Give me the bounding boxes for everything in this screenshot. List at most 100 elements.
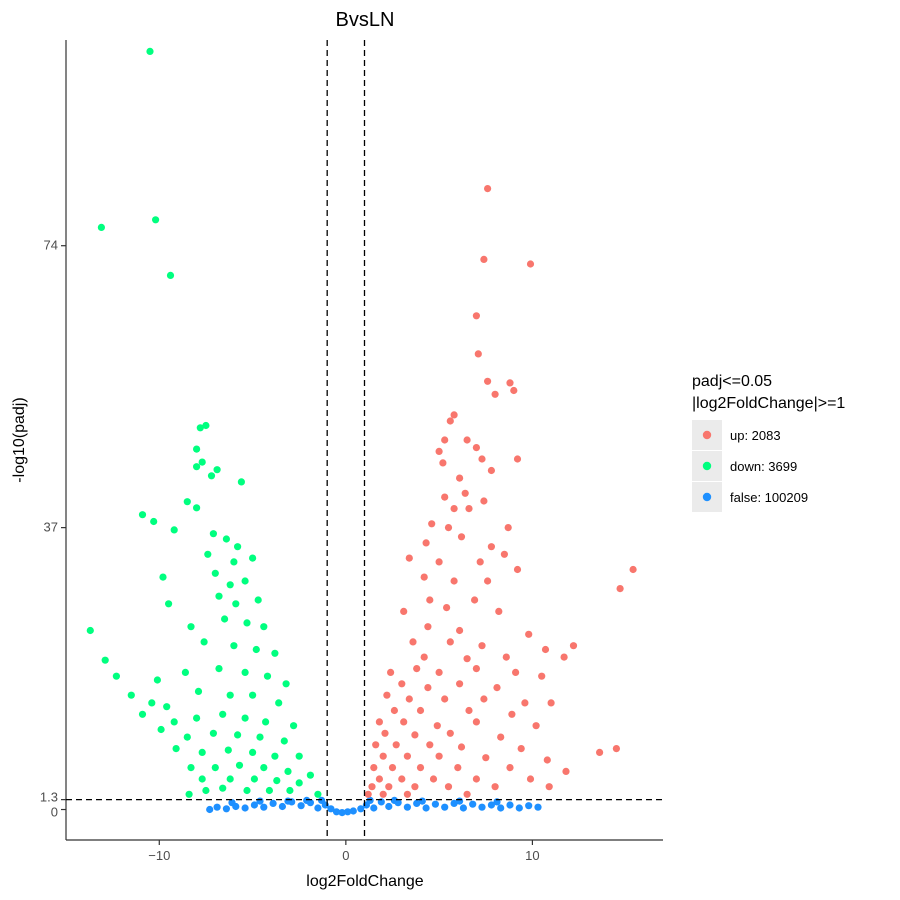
- data-point: [166, 271, 175, 279]
- data-point: [526, 775, 535, 783]
- data-point: [497, 733, 505, 741]
- data-point: [249, 554, 257, 562]
- data-point: [260, 623, 268, 631]
- data-point: [234, 543, 242, 551]
- data-point: [403, 790, 411, 798]
- data-point: [491, 390, 499, 398]
- data-point: [222, 535, 230, 543]
- data-point: [332, 808, 341, 816]
- data-point: [569, 642, 578, 650]
- data-point: [444, 524, 453, 532]
- data-point: [222, 805, 230, 813]
- data-point: [375, 718, 383, 726]
- data-point: [265, 786, 273, 795]
- data-point: [193, 714, 201, 722]
- legend-key-down: [702, 461, 712, 471]
- data-point: [616, 585, 624, 593]
- data-point: [383, 691, 391, 699]
- data-point: [422, 804, 430, 812]
- data-point: [260, 764, 268, 772]
- data-point: [254, 596, 262, 604]
- data-point: [418, 797, 426, 805]
- data-point: [405, 695, 413, 703]
- data-point: [314, 790, 322, 798]
- data-point: [379, 752, 387, 760]
- y-tick-label: 74: [44, 238, 58, 253]
- data-point: [211, 569, 219, 577]
- data-point: [435, 447, 443, 455]
- data-point: [183, 498, 191, 506]
- data-point: [403, 803, 411, 811]
- data-point: [260, 803, 268, 811]
- data-point: [284, 797, 292, 805]
- data-point: [256, 797, 264, 805]
- data-point: [234, 731, 242, 739]
- data-point: [249, 691, 257, 699]
- data-point: [295, 752, 303, 760]
- data-point: [411, 783, 419, 791]
- data-point: [429, 775, 438, 783]
- data-point: [435, 558, 443, 566]
- data-point: [525, 802, 533, 810]
- chart-title: BvsLN: [336, 9, 395, 31]
- data-point: [280, 737, 288, 745]
- data-point: [286, 786, 294, 795]
- data-point: [480, 255, 488, 263]
- data-point: [209, 729, 217, 737]
- y-axis-label: -log10(padj): [11, 397, 28, 482]
- data-point: [284, 767, 292, 776]
- data-point: [196, 424, 204, 432]
- data-point: [271, 649, 279, 657]
- data-point: [441, 803, 449, 811]
- data-point: [612, 745, 621, 753]
- data-point: [444, 783, 453, 791]
- data-point: [207, 472, 216, 480]
- data-point: [409, 638, 417, 646]
- data-point: [517, 745, 525, 753]
- data-point: [159, 573, 167, 581]
- data-point: [379, 790, 387, 798]
- data-point: [629, 565, 637, 574]
- data-point: [152, 216, 160, 224]
- data-point: [541, 645, 550, 654]
- data-point: [428, 520, 436, 528]
- data-point: [508, 710, 516, 718]
- data-point: [534, 803, 542, 811]
- data-point: [249, 748, 257, 757]
- data-point: [420, 653, 428, 661]
- data-point: [226, 581, 234, 589]
- data-point: [241, 577, 249, 585]
- data-point: [446, 729, 454, 737]
- data-point: [443, 604, 451, 612]
- data-point: [545, 783, 553, 791]
- data-point: [211, 764, 219, 772]
- data-point: [497, 804, 505, 812]
- data-point: [172, 745, 180, 753]
- data-point: [424, 623, 432, 631]
- data-point: [250, 775, 258, 783]
- data-point: [411, 731, 419, 739]
- data-point: [213, 466, 221, 474]
- data-point: [431, 800, 439, 808]
- data-point: [219, 784, 227, 792]
- data-point: [215, 592, 223, 600]
- data-point: [454, 764, 462, 772]
- data-point: [230, 642, 238, 650]
- legend-label-down: down: 3699: [730, 459, 797, 474]
- data-point: [198, 748, 206, 757]
- data-point: [472, 444, 480, 452]
- data-point: [562, 767, 570, 776]
- data-point: [241, 714, 249, 722]
- data-point: [241, 804, 249, 812]
- data-point: [478, 803, 486, 811]
- data-point: [478, 455, 486, 463]
- data-point: [446, 417, 454, 425]
- data-point: [263, 672, 272, 680]
- data-point: [204, 550, 212, 558]
- data-point: [194, 687, 203, 696]
- data-point: [493, 684, 501, 692]
- data-point: [235, 761, 244, 769]
- data-point: [502, 653, 510, 661]
- data-point: [183, 733, 191, 741]
